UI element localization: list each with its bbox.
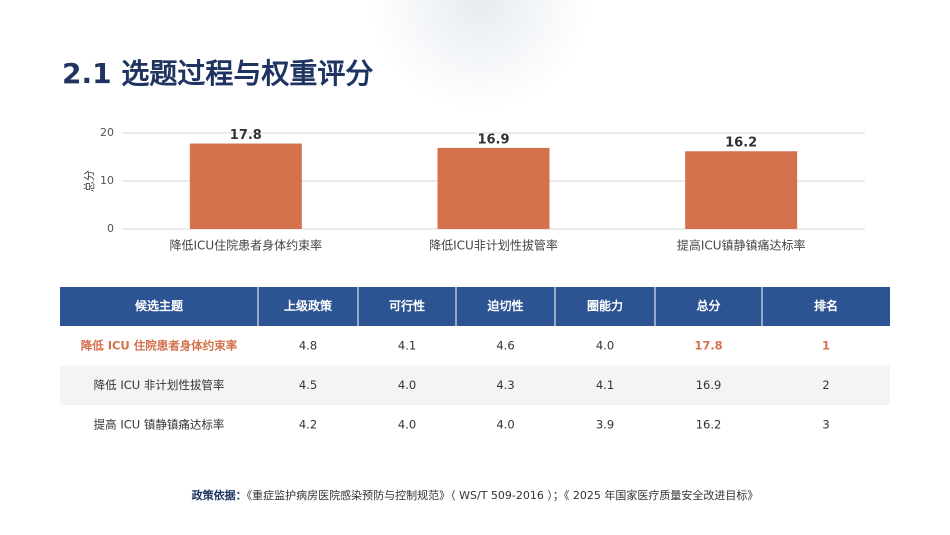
table-cell: 4.0 xyxy=(596,338,614,352)
x-tick-label: 降低ICU住院患者身体约束率 xyxy=(169,238,322,253)
table-cell: 降低 ICU 住院患者身体约束率 xyxy=(81,338,238,352)
bar xyxy=(685,151,798,229)
table-cell: 4.3 xyxy=(496,378,514,392)
table-cell: 4.0 xyxy=(398,378,416,392)
table-cell: 4.1 xyxy=(398,338,416,352)
table-header-cell: 候选主题 xyxy=(135,298,184,313)
table-header-cell: 上级政策 xyxy=(284,298,333,313)
table-row-bg xyxy=(60,405,890,445)
table-cell: 3 xyxy=(822,417,829,431)
x-tick-label: 提高ICU镇静镇痛达标率 xyxy=(677,238,806,253)
y-axis-label: 总分 xyxy=(82,170,96,192)
table-cell: 4.0 xyxy=(496,417,514,431)
footer-label: 政策依据： xyxy=(191,489,247,502)
table-header-cell: 迫切性 xyxy=(486,298,523,313)
table-header-cell: 总分 xyxy=(696,298,720,313)
table-cell: 17.8 xyxy=(694,338,722,352)
table-cell: 16.2 xyxy=(696,417,722,431)
table-cell: 2 xyxy=(822,378,829,392)
table-cell: 3.9 xyxy=(596,417,614,431)
table-row-bg xyxy=(60,326,890,366)
x-tick-label: 降低ICU非计划性拔管率 xyxy=(429,238,558,253)
table-cell: 提高 ICU 镇静镇痛达标率 xyxy=(94,417,225,431)
footer: 政策依据：《重症监护病房医院感染预防与控制规范》（ WS/T 509-2016 … xyxy=(0,487,950,503)
bar xyxy=(437,147,550,229)
y-tick-label: 20 xyxy=(100,126,114,139)
table-header-bg xyxy=(60,287,890,326)
table-header-cell: 圈能力 xyxy=(587,298,623,313)
table-cell: 4.2 xyxy=(299,417,317,431)
y-tick-label: 0 xyxy=(107,222,114,235)
table-cell: 4.0 xyxy=(398,417,416,431)
table-header-cell: 排名 xyxy=(814,298,838,313)
footer-text: 《重症监护病房医院感染预防与控制规范》（ WS/T 509-2016 ）；《 2… xyxy=(246,489,759,502)
table-cell: 4.6 xyxy=(496,338,514,352)
table-cell: 4.5 xyxy=(299,378,317,392)
table-cell: 4.1 xyxy=(596,378,614,392)
table-header-cell: 可行性 xyxy=(389,298,425,313)
value-label: 17.8 xyxy=(230,128,262,143)
table-cell: 1 xyxy=(822,338,830,352)
bar xyxy=(189,143,302,229)
table-cell: 降低 ICU 非计划性拔管率 xyxy=(94,378,225,392)
value-label: 16.2 xyxy=(725,136,757,151)
slide-title: 2.1 选题过程与权重评分 xyxy=(62,57,374,90)
table-row-bg xyxy=(60,365,890,405)
value-label: 16.9 xyxy=(477,132,509,147)
table-cell: 16.9 xyxy=(696,378,722,392)
table-cell: 4.8 xyxy=(299,338,317,352)
y-tick-label: 10 xyxy=(100,174,114,187)
